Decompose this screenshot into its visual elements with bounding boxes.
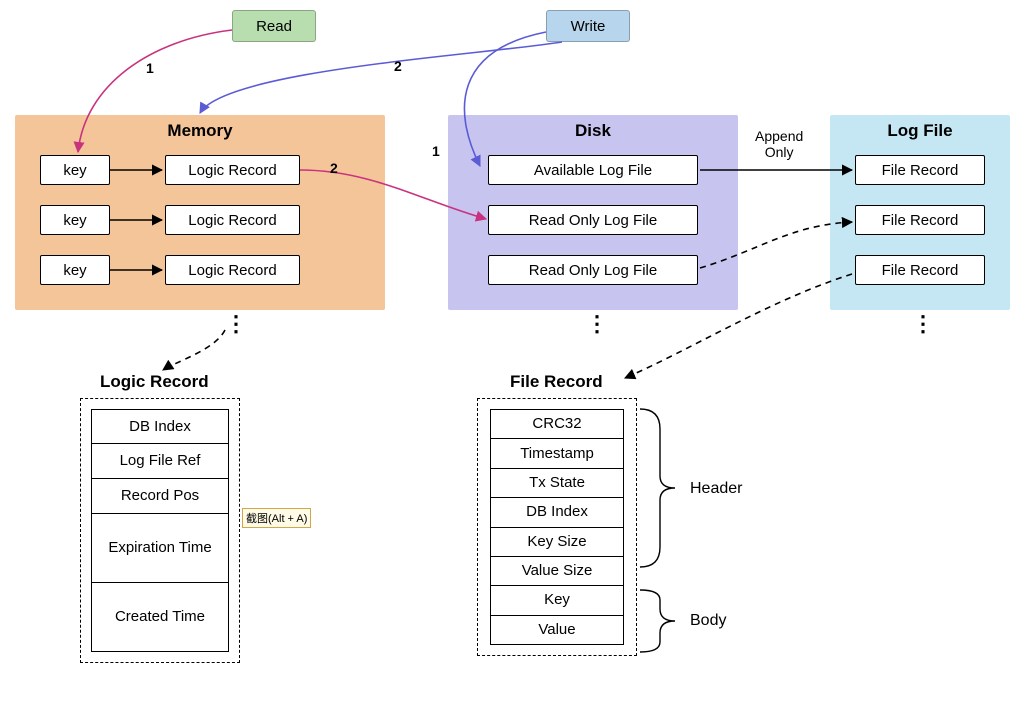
logic-record-cell: Log File Ref bbox=[91, 444, 229, 479]
file-record-cell-label: Tx State bbox=[529, 474, 585, 492]
logic-record-cell-label: Expiration Time bbox=[108, 539, 211, 557]
edge-label-read-1: 1 bbox=[146, 60, 154, 76]
file-record-cell: CRC32 bbox=[490, 409, 624, 439]
disk-file-label: Read Only Log File bbox=[529, 262, 657, 279]
disk-title: Disk bbox=[448, 121, 738, 141]
read-op-label: Read bbox=[256, 18, 292, 35]
disk-file-label: Read Only Log File bbox=[529, 212, 657, 229]
file-record-cell: Value bbox=[490, 616, 624, 645]
edge-label-append-only: Append Only bbox=[755, 128, 803, 160]
file-record-cell-label: CRC32 bbox=[532, 415, 581, 433]
file-record-body-label: Body bbox=[690, 612, 726, 630]
logfile-record-box: File Record bbox=[855, 255, 985, 285]
disk-ellipsis-icon: ⋮ bbox=[586, 320, 606, 329]
logic-record-cell-label: Log File Ref bbox=[120, 452, 201, 470]
file-record-cell-label: Key bbox=[544, 591, 570, 609]
memory-logic-record-box: Logic Record bbox=[165, 205, 300, 235]
memory-key-label: key bbox=[63, 212, 86, 229]
logfile-record-label: File Record bbox=[882, 212, 959, 229]
file-record-title: File Record bbox=[510, 372, 603, 392]
logic-record-title: Logic Record bbox=[100, 372, 209, 392]
memory-key-label: key bbox=[63, 162, 86, 179]
memory-key-box: key bbox=[40, 155, 110, 185]
file-record-cell: Timestamp bbox=[490, 439, 624, 468]
logic-record-cell-label: DB Index bbox=[129, 418, 191, 436]
edge-label-write-1: 1 bbox=[432, 143, 440, 159]
write-op-box: Write bbox=[546, 10, 630, 42]
logfile-record-box: File Record bbox=[855, 205, 985, 235]
screenshot-tooltip: 截图(Alt + A) bbox=[242, 508, 311, 528]
memory-logic-record-box: Logic Record bbox=[165, 155, 300, 185]
file-record-cell-label: DB Index bbox=[526, 503, 588, 521]
logic-record-cells: DB Index Log File Ref Record Pos Expirat… bbox=[91, 409, 229, 652]
logfile-record-label: File Record bbox=[882, 162, 959, 179]
memory-logic-record-label: Logic Record bbox=[188, 162, 276, 179]
write-op-label: Write bbox=[571, 18, 606, 35]
disk-file-box: Available Log File bbox=[488, 155, 698, 185]
memory-ellipsis-icon: ⋮ bbox=[225, 320, 245, 329]
disk-panel: Disk Available Log File Read Only Log Fi… bbox=[448, 115, 738, 310]
disk-file-box: Read Only Log File bbox=[488, 205, 698, 235]
disk-file-box: Read Only Log File bbox=[488, 255, 698, 285]
memory-title: Memory bbox=[15, 121, 385, 141]
file-record-cell-label: Value Size bbox=[522, 562, 593, 580]
edge-label-write-2: 2 bbox=[394, 58, 402, 74]
logic-record-cell: Expiration Time bbox=[91, 514, 229, 583]
memory-key-box: key bbox=[40, 255, 110, 285]
memory-panel: Memory key key key Logic Record Logic Re… bbox=[15, 115, 385, 310]
file-record-cell: Key Size bbox=[490, 528, 624, 557]
file-record-cell: DB Index bbox=[490, 498, 624, 527]
disk-file-label: Available Log File bbox=[534, 162, 652, 179]
append-only-text: Append Only bbox=[755, 128, 803, 160]
logic-record-cell-label: Record Pos bbox=[121, 487, 199, 505]
memory-logic-record-label: Logic Record bbox=[188, 262, 276, 279]
memory-logic-record-box: Logic Record bbox=[165, 255, 300, 285]
file-record-cell-label: Value bbox=[538, 621, 575, 639]
file-record-cell: Value Size bbox=[490, 557, 624, 586]
file-record-header-label: Header bbox=[690, 480, 742, 498]
logic-record-container: DB Index Log File Ref Record Pos Expirat… bbox=[80, 398, 240, 663]
logfile-ellipsis-icon: ⋮ bbox=[912, 320, 932, 329]
logfile-title: Log File bbox=[830, 121, 1010, 141]
logfile-panel: Log File File Record File Record File Re… bbox=[830, 115, 1010, 310]
logic-record-cell: DB Index bbox=[91, 409, 229, 444]
logic-record-cell: Created Time bbox=[91, 583, 229, 652]
file-record-cell-label: Key Size bbox=[527, 533, 586, 551]
screenshot-tooltip-label: 截图(Alt + A) bbox=[246, 513, 307, 525]
logfile-record-box: File Record bbox=[855, 155, 985, 185]
logic-record-cell-label: Created Time bbox=[115, 608, 205, 626]
file-record-container: CRC32 Timestamp Tx State DB Index Key Si… bbox=[477, 398, 637, 656]
memory-logic-record-label: Logic Record bbox=[188, 212, 276, 229]
logic-record-cell: Record Pos bbox=[91, 479, 229, 514]
memory-key-label: key bbox=[63, 262, 86, 279]
read-op-box: Read bbox=[232, 10, 316, 42]
file-record-cell-label: Timestamp bbox=[520, 445, 594, 463]
file-record-cell: Tx State bbox=[490, 469, 624, 498]
file-record-cells: CRC32 Timestamp Tx State DB Index Key Si… bbox=[490, 409, 624, 645]
edge-label-read-2: 2 bbox=[330, 160, 338, 176]
file-record-cell: Key bbox=[490, 586, 624, 615]
logfile-record-label: File Record bbox=[882, 262, 959, 279]
memory-key-box: key bbox=[40, 205, 110, 235]
